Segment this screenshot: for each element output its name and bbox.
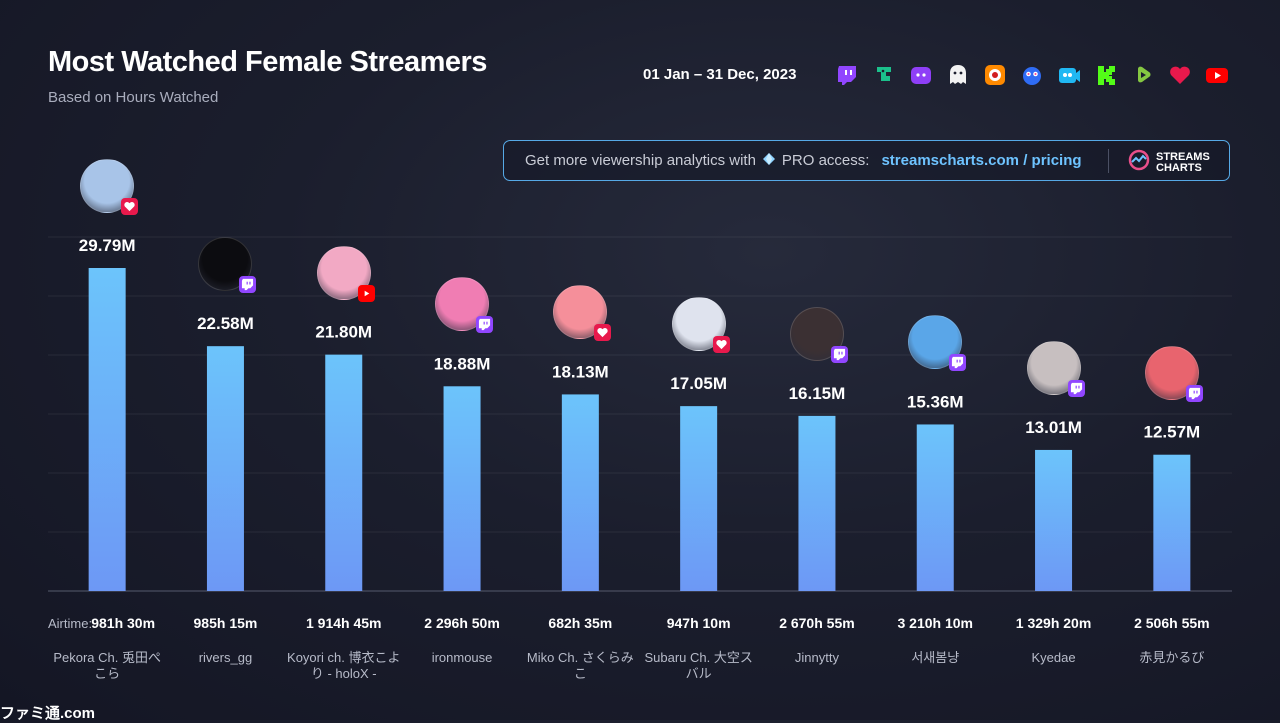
airtime-value: 985h 15m: [193, 615, 258, 631]
bar[interactable]: [916, 424, 954, 591]
bar[interactable]: [1035, 449, 1073, 591]
streamer-name[interactable]: 赤見かるび: [1139, 650, 1205, 665]
avatar[interactable]: [553, 285, 612, 342]
data-label: 18.88M: [434, 354, 491, 373]
twitch-badge-icon: [949, 354, 967, 372]
airtime-value: 2 506h 55m: [1134, 615, 1210, 631]
promo-text-row: Get more viewership analytics with PRO a…: [525, 152, 1082, 170]
data-label: 12.57M: [1143, 423, 1200, 442]
airtime-value: 682h 35m: [548, 615, 613, 631]
streams-charts-logo[interactable]: STREAMS CHARTS: [1128, 149, 1210, 176]
streamer-name[interactable]: ironmouse: [431, 650, 493, 665]
nimo-icon[interactable]: [1019, 63, 1045, 87]
watermark: ファミ通.com: [0, 705, 96, 722]
avatar[interactable]: [316, 245, 375, 302]
logo-line-1: STREAMS: [1156, 150, 1210, 163]
facebook-gaming-icon[interactable]: [1056, 63, 1082, 87]
twitch-badge-icon: [239, 276, 257, 294]
data-label: 18.13M: [552, 362, 609, 381]
airtime-value: 947h 10m: [666, 615, 731, 631]
kick-purple-icon[interactable]: [908, 63, 934, 87]
bar[interactable]: [798, 415, 836, 591]
airtime-value: 3 210h 10m: [897, 615, 974, 631]
trovo-icon[interactable]: [871, 63, 897, 87]
page-title: Most Watched Female Streamers: [48, 46, 487, 78]
twitch-icon[interactable]: [834, 63, 860, 87]
promo-text: Get more viewership analytics with: [525, 152, 756, 169]
bar[interactable]: [680, 406, 718, 591]
data-label: 21.80M: [315, 323, 372, 342]
avatar[interactable]: [908, 315, 967, 372]
twitch-badge-icon: [1067, 379, 1085, 397]
date-range[interactable]: 01 Jan – 31 Dec, 2023: [643, 66, 797, 83]
streamer-name[interactable]: Subaru Ch. 大空スバル: [644, 650, 753, 681]
kick-icon[interactable]: [1093, 63, 1119, 87]
bar[interactable]: [206, 346, 244, 591]
streamer-name[interactable]: Miko Ch. さくらみこ: [526, 650, 634, 681]
heart-badge-icon: [712, 336, 730, 354]
youtube-badge-icon: [357, 284, 375, 302]
avatar[interactable]: [789, 306, 848, 363]
promo-banner[interactable]: Get more viewership analytics with PRO a…: [503, 140, 1230, 181]
airtime-label: Airtime:: [48, 616, 93, 631]
airtime-value: 2 296h 50m: [424, 615, 500, 631]
airtime-value: 2 670h 55m: [779, 615, 855, 631]
airtime-value: 1 914h 45m: [306, 615, 382, 631]
promo-pro: PRO access:: [781, 152, 870, 169]
streamer-name[interactable]: rivers_gg: [198, 650, 253, 665]
rumble-icon[interactable]: [1130, 63, 1156, 87]
avatar-image: [435, 277, 490, 332]
streamer-name[interactable]: Pekora Ch. 兎田ぺこら: [53, 650, 161, 681]
data-label: 15.36M: [907, 392, 964, 411]
page-subtitle: Based on Hours Watched: [48, 89, 219, 106]
data-label: 22.58M: [197, 314, 254, 333]
data-label: 29.79M: [79, 236, 136, 255]
airtime-value: 1 329h 20m: [1015, 615, 1092, 631]
streamer-name[interactable]: Jinnytty: [794, 650, 839, 665]
twitch-badge-icon: [830, 345, 848, 363]
avatar[interactable]: [80, 159, 139, 215]
youtube-icon[interactable]: [1204, 63, 1230, 87]
avatar[interactable]: [1144, 345, 1203, 402]
bar[interactable]: [88, 268, 126, 591]
pricing-link[interactable]: streamscharts.com / pricing: [881, 152, 1082, 169]
streams-charts-logo-icon: [1128, 149, 1150, 176]
data-label: 13.01M: [1025, 418, 1082, 437]
twitch-badge-icon: [1185, 384, 1203, 402]
streamer-name[interactable]: Koyori ch. 博衣こより - holoX -: [287, 650, 401, 681]
diamond-icon: [762, 152, 776, 170]
avatar-image: [553, 285, 608, 340]
streamer-name[interactable]: 서새봄냥: [911, 650, 960, 665]
data-label: 17.05M: [670, 374, 727, 393]
logo-line-2: CHARTS: [1156, 161, 1202, 174]
heart-icon[interactable]: [1167, 63, 1193, 87]
bar[interactable]: [325, 354, 363, 591]
avatar[interactable]: [435, 277, 494, 334]
airtime-value: 981h 30m: [91, 615, 156, 631]
platform-icon-row: [834, 63, 1230, 87]
twitch-badge-icon: [476, 316, 494, 334]
bar[interactable]: [561, 394, 599, 591]
ghost-icon[interactable]: [945, 63, 971, 87]
avatar[interactable]: [1026, 340, 1085, 397]
bar[interactable]: [443, 386, 481, 591]
avatar[interactable]: [198, 237, 257, 294]
streamer-name[interactable]: Kyedae: [1031, 650, 1076, 665]
promo-divider: [1108, 149, 1109, 173]
avatar[interactable]: [671, 297, 730, 354]
streams-charts-logo-text: STREAMS CHARTS: [1156, 150, 1210, 174]
bar[interactable]: [1153, 454, 1191, 591]
data-label: 16.15M: [789, 384, 846, 403]
bigo-icon[interactable]: [982, 63, 1008, 87]
heart-badge-icon: [121, 198, 139, 215]
heart-badge-icon: [594, 324, 612, 342]
